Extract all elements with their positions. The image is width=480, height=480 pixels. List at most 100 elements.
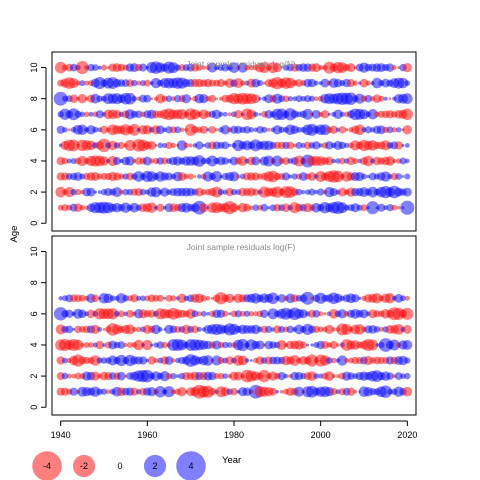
residual-bubble	[301, 190, 306, 195]
residual-bubble	[233, 371, 243, 381]
residual-bubble	[92, 126, 99, 133]
residual-bubble	[191, 325, 199, 334]
residual-bubble	[53, 91, 68, 106]
residual-bubble	[327, 112, 331, 116]
residual-bubble	[384, 293, 396, 304]
residual-bubble	[400, 295, 406, 302]
residual-bubble	[183, 173, 189, 180]
residual-bubble	[61, 372, 69, 380]
residual-bubble	[156, 294, 164, 302]
residual-bubble	[229, 203, 239, 213]
residual-bubble	[197, 174, 202, 179]
residual-bubble	[138, 63, 148, 72]
residual-bubble	[333, 78, 343, 88]
residual-bubble	[124, 92, 136, 105]
residual-bubble	[163, 296, 167, 300]
residual-bubble	[201, 65, 206, 70]
residual-bubble	[146, 202, 157, 213]
residual-bubble	[154, 385, 167, 398]
residual-bubble	[188, 143, 193, 148]
residual-bubble	[140, 295, 146, 302]
residual-bubble	[252, 204, 259, 211]
y-tick-label: 4	[29, 342, 39, 347]
residual-bubble	[139, 188, 147, 196]
residual-bubble	[83, 111, 90, 118]
residual-bubble	[313, 80, 319, 86]
panel-top-frame	[51, 51, 417, 232]
residual-bubble	[391, 65, 397, 71]
residual-bubble	[358, 109, 370, 120]
residual-bubble	[230, 188, 238, 196]
y-tick-label: 6	[29, 311, 39, 316]
residual-bubble	[352, 157, 359, 165]
residual-bubble	[324, 156, 334, 166]
residual-bubble	[281, 203, 291, 213]
residual-bubble	[117, 310, 125, 318]
residual-bubble	[313, 373, 320, 380]
residual-bubble	[175, 374, 180, 378]
residual-bubble	[298, 309, 308, 319]
residual-bubble	[336, 374, 340, 379]
y-tick-label: 4	[29, 158, 39, 163]
residual-bubble	[142, 156, 152, 166]
residual-bubble	[69, 63, 78, 72]
residual-bubble	[176, 140, 188, 151]
residual-bubble	[228, 62, 240, 73]
residual-bubble	[123, 342, 128, 348]
residual-bubble	[61, 157, 69, 165]
residual-bubble	[99, 125, 109, 134]
residual-bubble	[195, 64, 203, 71]
residual-bubble	[248, 64, 255, 71]
residual-bubble	[344, 142, 350, 149]
residual-bubble	[77, 124, 88, 136]
residual-bubble	[402, 386, 413, 397]
legend-label: -2	[80, 461, 88, 471]
residual-bubble	[97, 190, 102, 194]
residual-bubble	[230, 387, 238, 396]
residual-bubble	[128, 123, 141, 136]
legend-label: -4	[43, 461, 51, 471]
residual-bubble	[324, 324, 334, 335]
residual-bubble	[73, 203, 83, 212]
residual-bubble	[143, 94, 152, 103]
residual-bubble	[164, 172, 174, 181]
residual-bubble	[266, 127, 271, 132]
y-tick-label: 8	[29, 280, 39, 285]
residual-bubble	[306, 343, 310, 347]
residual-bubble	[246, 109, 257, 120]
residual-bubble	[165, 294, 173, 302]
residual-bubble	[395, 173, 403, 180]
residual-bubble	[258, 112, 262, 116]
y-tick-label: 6	[29, 127, 39, 132]
legend-label: 2	[152, 461, 157, 471]
residual-bubble	[380, 171, 391, 182]
residual-bubble	[58, 296, 63, 301]
residual-bubble	[86, 125, 96, 135]
residual-bubble	[239, 310, 246, 317]
residual-bubble	[183, 142, 190, 149]
residual-bubble	[91, 64, 99, 71]
residual-bubble	[404, 295, 410, 301]
residual-bubble	[118, 189, 124, 195]
legend-label: 0	[117, 461, 122, 471]
residual-bubble	[150, 343, 154, 347]
residual-bubble	[200, 295, 207, 302]
residual-bubble	[243, 310, 251, 317]
residual-bubble	[307, 172, 317, 181]
residual-bubble	[179, 127, 185, 133]
residual-bubble	[62, 357, 68, 364]
x-tick-label: 1960	[137, 430, 157, 440]
residual-bubble	[367, 339, 379, 351]
residual-bubble	[336, 343, 340, 347]
residual-bubble	[401, 143, 405, 147]
residual-bubble	[67, 128, 71, 132]
y-tick-label: 0	[29, 221, 39, 226]
residual-bubble	[170, 389, 176, 395]
residual-bubble	[72, 339, 84, 351]
residual-bubble	[329, 188, 338, 197]
residual-bubble	[222, 310, 229, 317]
residual-bubble	[346, 79, 356, 88]
residual-bubble	[317, 188, 325, 196]
residual-bubble	[147, 356, 156, 365]
residual-bubble	[397, 77, 409, 89]
